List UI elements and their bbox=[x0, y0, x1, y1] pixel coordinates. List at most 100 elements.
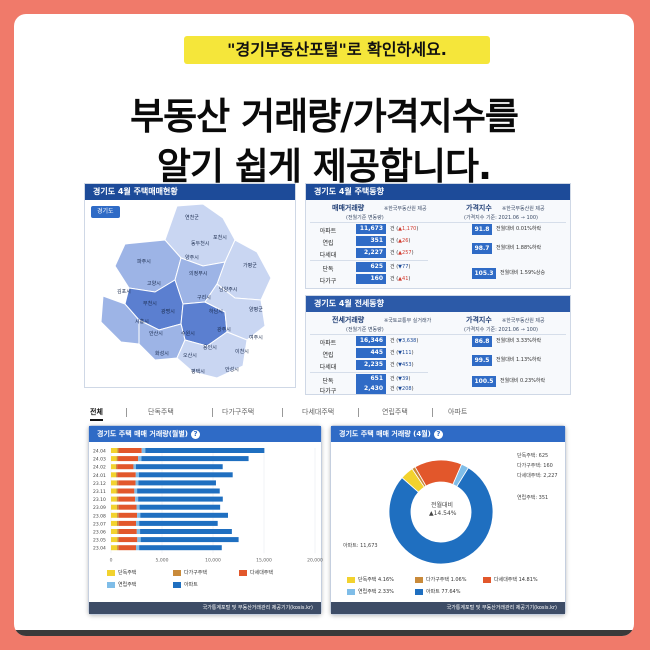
bar-segment[interactable] bbox=[111, 537, 118, 543]
bar-segment[interactable] bbox=[115, 464, 118, 470]
bar-segment[interactable] bbox=[145, 448, 265, 453]
tab-multiplex[interactable]: 다세대주택 bbox=[302, 408, 335, 416]
region-tag-button[interactable]: 경기도 bbox=[91, 206, 120, 218]
bar-segment[interactable] bbox=[118, 504, 137, 510]
bar-segment[interactable] bbox=[116, 504, 119, 510]
bar-segment[interactable] bbox=[111, 504, 117, 510]
down-arrow-icon: ▼ bbox=[398, 362, 403, 368]
map-label-siheung: 시흥시 bbox=[135, 319, 149, 325]
bar-segment[interactable] bbox=[137, 488, 220, 494]
bar-segment[interactable] bbox=[118, 529, 137, 534]
bar-segment[interactable] bbox=[116, 488, 119, 494]
bar-segment[interactable] bbox=[117, 512, 119, 518]
bar-segment[interactable] bbox=[135, 545, 140, 551]
bar-segment[interactable] bbox=[136, 520, 140, 526]
bar-segment[interactable] bbox=[117, 448, 120, 453]
bar-segment[interactable] bbox=[117, 537, 119, 543]
bar-segment[interactable] bbox=[135, 480, 139, 486]
up-arrow-icon: ▲ bbox=[398, 238, 403, 244]
map-label-yangpyeong: 양평군 bbox=[249, 307, 263, 313]
bar-segment[interactable] bbox=[139, 520, 218, 526]
bar-segment[interactable] bbox=[134, 488, 138, 494]
bar-segment[interactable] bbox=[118, 488, 135, 494]
bar-segment[interactable] bbox=[118, 512, 138, 518]
bar-segment[interactable] bbox=[111, 488, 117, 494]
map-region-coast[interactable] bbox=[100, 295, 140, 345]
bar-segment[interactable] bbox=[111, 464, 116, 470]
monthly-chart-header: 경기도 주택 매매 거래량(월별)? bbox=[89, 426, 321, 442]
bar-segment[interactable] bbox=[111, 520, 118, 526]
bar-segment[interactable] bbox=[117, 472, 136, 478]
rent-row-label: 아파트 bbox=[319, 340, 337, 347]
x-tick-label: 0 bbox=[110, 557, 113, 563]
bar-segment[interactable] bbox=[135, 472, 139, 478]
bar-segment[interactable] bbox=[116, 480, 119, 486]
tab-row-house[interactable]: 연립주택 bbox=[382, 408, 408, 416]
bar-segment[interactable] bbox=[139, 545, 222, 551]
donut-label-multi-family: 다가구주택: 160 bbox=[517, 463, 553, 469]
bar-segment[interactable] bbox=[111, 472, 117, 478]
gyeonggi-map[interactable] bbox=[85, 200, 297, 389]
change-value: 41 bbox=[402, 276, 409, 282]
bar-segment[interactable] bbox=[140, 529, 232, 534]
bar-segment[interactable] bbox=[136, 504, 140, 510]
rent-stats-title: 경기도 4월 전세동향 bbox=[306, 296, 570, 312]
bar-segment[interactable] bbox=[119, 448, 142, 453]
tab-multi-family[interactable]: 다가구주택 bbox=[222, 408, 255, 416]
bar-segment[interactable] bbox=[135, 464, 223, 470]
bar-segment[interactable] bbox=[118, 456, 139, 462]
up-arrow-icon: ▲ bbox=[398, 276, 403, 282]
bar-segment[interactable] bbox=[118, 480, 136, 486]
bar-segment[interactable] bbox=[138, 480, 216, 486]
bar-segment[interactable] bbox=[111, 456, 117, 462]
bar-segment[interactable] bbox=[138, 496, 223, 502]
y-tick-label: 23.11 bbox=[93, 489, 106, 495]
bar-segment[interactable] bbox=[117, 464, 134, 470]
bar-segment[interactable] bbox=[118, 545, 136, 551]
bar-segment[interactable] bbox=[136, 529, 141, 534]
bar-segment[interactable] bbox=[117, 529, 119, 534]
bar-segment[interactable] bbox=[135, 496, 139, 502]
bar-segment[interactable] bbox=[138, 472, 233, 478]
bar-segment[interactable] bbox=[117, 545, 119, 551]
bar-segment[interactable] bbox=[111, 448, 118, 453]
map-region-east[interactable] bbox=[204, 283, 266, 341]
sale-row-change: 건 (▲41) bbox=[390, 276, 411, 282]
housing-type-tabs: 전체 단독주택 다가구주택 다세대주택 연립주택 아파트 bbox=[86, 405, 554, 421]
map-label-suwon: 수원시 bbox=[181, 331, 195, 337]
tab-all[interactable]: 전체 bbox=[90, 405, 103, 421]
change-value: 77 bbox=[402, 264, 409, 270]
bar-segment[interactable] bbox=[137, 537, 141, 543]
bar-segment[interactable] bbox=[117, 520, 119, 526]
donut-slice[interactable] bbox=[388, 467, 494, 565]
bar-segment[interactable] bbox=[111, 545, 118, 551]
map-region-south[interactable] bbox=[176, 331, 248, 379]
bar-segment[interactable] bbox=[140, 512, 228, 518]
bar-segment[interactable] bbox=[116, 496, 119, 502]
bar-segment[interactable] bbox=[111, 529, 118, 534]
tab-separator bbox=[126, 408, 127, 417]
bar-segment[interactable] bbox=[139, 504, 221, 510]
bar-segment[interactable] bbox=[140, 537, 239, 543]
bar-segment[interactable] bbox=[138, 456, 142, 462]
bar-segment[interactable] bbox=[141, 456, 249, 462]
bar-segment[interactable] bbox=[111, 496, 117, 502]
donut-label-apartment: 아파트: 11,673 bbox=[343, 543, 378, 549]
bar-segment[interactable] bbox=[141, 448, 146, 453]
tab-detached[interactable]: 단독주택 bbox=[148, 408, 174, 416]
help-icon[interactable]: ? bbox=[433, 429, 443, 439]
bar-segment[interactable] bbox=[111, 480, 117, 486]
tab-apartment[interactable]: 아파트 bbox=[448, 408, 468, 416]
bar-segment[interactable] bbox=[133, 464, 136, 470]
bar-segment[interactable] bbox=[137, 512, 141, 518]
bar-segment[interactable] bbox=[118, 520, 137, 526]
bar-segment[interactable] bbox=[118, 496, 136, 502]
bar-segment[interactable] bbox=[116, 472, 118, 478]
bar-segment[interactable] bbox=[111, 512, 118, 518]
bar-segment[interactable] bbox=[116, 456, 119, 462]
map-label-uijeongbu: 의정부시 bbox=[189, 271, 208, 277]
sale-index-value: 105.3 bbox=[472, 268, 496, 279]
rent-row-value: 2,235 bbox=[356, 360, 386, 370]
help-icon[interactable]: ? bbox=[191, 429, 200, 439]
bar-segment[interactable] bbox=[118, 537, 138, 543]
